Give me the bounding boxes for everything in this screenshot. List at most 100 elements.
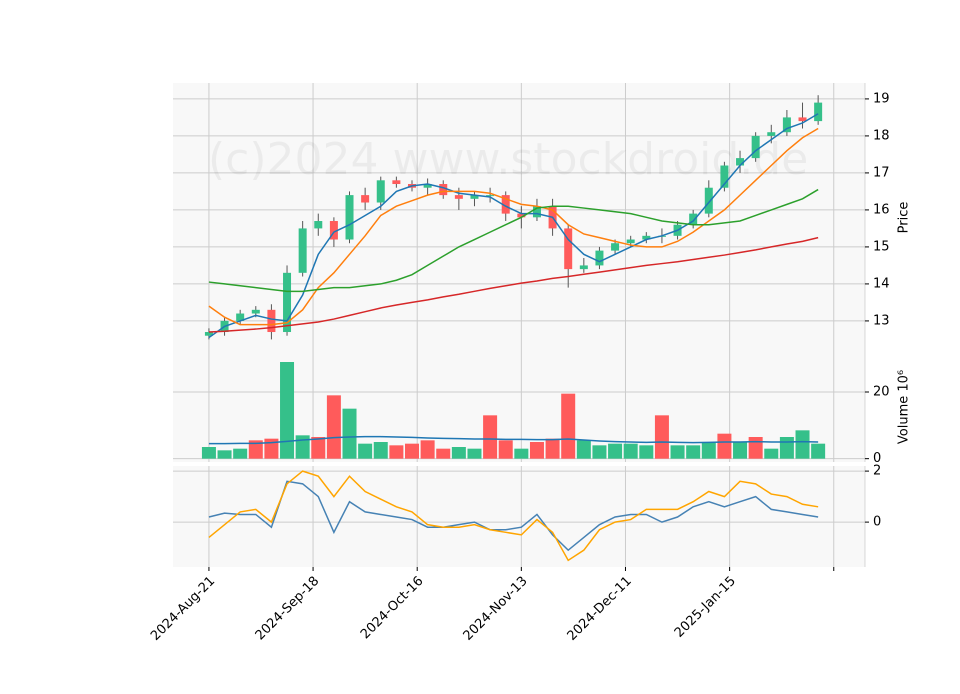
y-tick-label: 15 bbox=[873, 239, 890, 254]
x-tick-label: 2024-Dec-11 bbox=[565, 574, 635, 644]
volume-bar bbox=[498, 440, 513, 459]
volume-bar bbox=[608, 443, 623, 459]
candle-body bbox=[736, 158, 745, 166]
volume-bar bbox=[779, 437, 794, 459]
candle-body bbox=[767, 132, 776, 136]
candle-body bbox=[267, 309, 276, 333]
candle-body bbox=[470, 195, 479, 199]
candle-body bbox=[298, 228, 307, 273]
candle-body bbox=[798, 117, 807, 122]
volume-bar bbox=[326, 395, 341, 459]
candle-body bbox=[611, 243, 620, 251]
candle-body bbox=[314, 221, 323, 229]
x-tick-label: 2025-Jan-15 bbox=[672, 574, 739, 641]
x-tick-label: 2024-Aug-21 bbox=[148, 574, 218, 644]
candle-body bbox=[517, 213, 526, 218]
candle-body bbox=[501, 195, 510, 214]
candle-body bbox=[345, 195, 354, 240]
watermark: (c)2024 www.stockdroid.de bbox=[208, 134, 808, 185]
volume-bar bbox=[748, 437, 763, 459]
candle-body bbox=[642, 235, 651, 240]
candle-body bbox=[283, 272, 292, 333]
volume-bar bbox=[233, 448, 248, 459]
volume-bar bbox=[467, 448, 482, 459]
volume-bar bbox=[311, 437, 326, 459]
candle-body bbox=[595, 250, 604, 266]
y-tick-label: 18 bbox=[873, 128, 890, 143]
volume-bar bbox=[483, 415, 498, 459]
panel-background bbox=[173, 83, 865, 352]
volume-bar bbox=[733, 442, 748, 459]
volume-bar bbox=[420, 440, 435, 459]
volume-bar bbox=[217, 450, 232, 459]
volume-bar bbox=[670, 445, 685, 459]
volume-bar bbox=[248, 440, 263, 459]
volume-bar bbox=[654, 415, 669, 459]
volume-bar bbox=[280, 362, 295, 459]
volume-bar bbox=[295, 435, 310, 459]
candle-body bbox=[423, 184, 432, 188]
candle-body bbox=[704, 187, 713, 214]
y-tick-label: 13 bbox=[873, 313, 890, 328]
line-series bbox=[208, 435, 819, 445]
y-tick-label: 20 bbox=[873, 385, 890, 400]
volume-bar bbox=[451, 447, 466, 459]
line-series bbox=[208, 113, 819, 339]
candle-body bbox=[579, 265, 588, 270]
y-axis-label: Volume 10⁶ bbox=[897, 370, 912, 444]
candle-body bbox=[329, 221, 338, 240]
volume-bar bbox=[576, 440, 591, 459]
candle-body bbox=[814, 102, 823, 122]
y-tick-label: 19 bbox=[873, 91, 890, 106]
candle-body bbox=[720, 165, 729, 188]
y-tick-label: 16 bbox=[873, 202, 890, 217]
volume-bar bbox=[639, 445, 654, 459]
y-tick-label: 0 bbox=[873, 451, 881, 466]
candle-body bbox=[689, 213, 698, 225]
candle-body bbox=[236, 313, 245, 321]
y-axis-label: Price bbox=[897, 202, 912, 234]
x-tick-label: 2024-Sep-18 bbox=[253, 574, 323, 644]
y-tick-label: 2 bbox=[873, 464, 881, 479]
candle-body bbox=[376, 180, 385, 203]
line-series bbox=[208, 236, 819, 333]
y-tick-label: 14 bbox=[873, 276, 890, 291]
candle-body bbox=[486, 195, 495, 197]
volume-bar bbox=[717, 433, 732, 459]
line-series bbox=[208, 127, 819, 326]
volume-bar bbox=[373, 442, 388, 459]
line-series bbox=[208, 188, 819, 293]
x-tick-label: 2024-Oct-16 bbox=[358, 574, 426, 642]
candle-body bbox=[532, 206, 541, 218]
volume-bar bbox=[623, 443, 638, 459]
candle-body bbox=[626, 239, 635, 244]
candle-body bbox=[439, 184, 448, 196]
volume-bar bbox=[545, 438, 560, 459]
volume-bar bbox=[764, 448, 779, 459]
candle-body bbox=[454, 195, 463, 199]
line-series bbox=[208, 480, 819, 552]
candle-body bbox=[204, 332, 213, 336]
volume-bar bbox=[514, 448, 529, 459]
candle-body bbox=[751, 135, 760, 159]
candle-body bbox=[564, 228, 573, 270]
volume-bar bbox=[592, 445, 607, 459]
x-tick-label: 2024-Nov-13 bbox=[461, 574, 531, 644]
candle-body bbox=[361, 195, 370, 203]
volume-bar bbox=[264, 438, 279, 459]
volume-bar bbox=[561, 393, 576, 459]
volume-bar bbox=[436, 448, 451, 459]
volume-bar bbox=[701, 442, 716, 459]
panel-background bbox=[173, 466, 865, 567]
y-tick-label: 17 bbox=[873, 165, 890, 180]
volume-bar bbox=[811, 443, 826, 459]
volume-bar bbox=[686, 445, 701, 459]
candle-body bbox=[392, 180, 401, 185]
volume-bar bbox=[404, 443, 419, 459]
volume-bar bbox=[342, 408, 357, 459]
volume-bar bbox=[529, 442, 544, 459]
y-tick-label: 0 bbox=[873, 515, 881, 530]
candle-body bbox=[251, 309, 260, 314]
volume-bar bbox=[795, 430, 810, 459]
